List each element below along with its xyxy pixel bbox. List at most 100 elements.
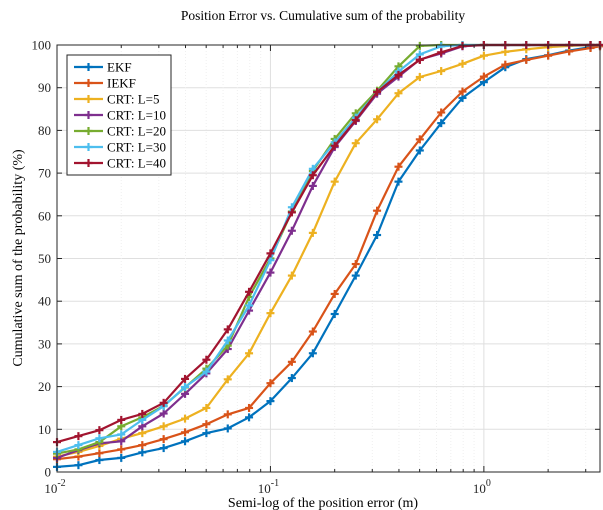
x-tick-exponent: -2 xyxy=(57,478,65,489)
y-tick-label: 20 xyxy=(38,379,51,394)
data-point xyxy=(181,414,190,423)
data-point xyxy=(84,143,93,151)
data-point xyxy=(330,141,339,150)
data-point xyxy=(415,73,424,82)
data-point xyxy=(181,383,190,392)
data-point xyxy=(202,420,211,429)
data-point xyxy=(266,379,275,388)
legend-entry: CRT: L=30 xyxy=(74,140,166,155)
data-point xyxy=(394,89,403,98)
data-point xyxy=(202,429,211,438)
data-point xyxy=(373,231,382,240)
data-point xyxy=(308,228,317,237)
data-point xyxy=(330,177,339,186)
data-point xyxy=(458,41,467,50)
y-tick-label: 80 xyxy=(38,123,51,138)
data-point xyxy=(330,289,339,298)
data-point xyxy=(245,403,254,412)
data-point xyxy=(138,409,147,418)
x-axis-title: Semi-log of the position error (m) xyxy=(228,496,418,510)
data-point xyxy=(458,87,467,96)
data-point xyxy=(287,374,296,383)
legend-entry: CRT: L=10 xyxy=(74,108,166,123)
x-tick-base: 10 xyxy=(473,481,486,496)
y-tick-label: 90 xyxy=(38,80,51,95)
data-point xyxy=(95,434,104,443)
data-point xyxy=(84,159,93,167)
series-iekf xyxy=(53,42,603,464)
data-point xyxy=(266,268,275,277)
data-point xyxy=(117,437,126,446)
y-tick-label: 30 xyxy=(38,336,51,351)
data-point xyxy=(95,456,104,465)
data-point xyxy=(181,437,190,446)
data-point xyxy=(202,403,211,412)
data-point xyxy=(159,422,168,431)
data-point xyxy=(95,449,104,458)
data-point xyxy=(117,415,126,424)
data-point xyxy=(287,271,296,280)
legend-label: IEKF xyxy=(107,76,136,91)
y-tick-label: 0 xyxy=(45,465,52,480)
data-point xyxy=(501,47,510,56)
legend-label: CRT: L=40 xyxy=(107,156,166,171)
x-tick-exponent: 0 xyxy=(486,478,491,489)
data-point xyxy=(84,111,93,119)
data-point xyxy=(202,367,211,376)
data-point xyxy=(287,226,296,235)
data-point xyxy=(437,108,446,117)
data-point xyxy=(74,461,83,470)
data-point xyxy=(458,59,467,68)
legend-label: EKF xyxy=(107,60,132,75)
x-tick-base: 10 xyxy=(258,481,271,496)
data-point xyxy=(74,432,83,441)
data-point xyxy=(437,67,446,76)
y-axis-title: Cumulative sum of the probability (%) xyxy=(11,149,26,367)
x-tick-label: 100 xyxy=(473,478,491,496)
data-point xyxy=(95,426,104,435)
data-point xyxy=(437,48,446,57)
data-point xyxy=(223,410,232,419)
data-point xyxy=(223,325,232,334)
x-tick-label: 10-1 xyxy=(258,478,279,496)
legend-entry: CRT: L=40 xyxy=(74,156,166,171)
data-point xyxy=(330,310,339,319)
data-point xyxy=(287,357,296,366)
data-point xyxy=(501,60,510,69)
data-point xyxy=(544,51,553,60)
legend-entry: CRT: L=20 xyxy=(74,124,166,139)
data-point xyxy=(84,95,93,103)
data-point xyxy=(117,430,126,439)
data-point xyxy=(415,146,424,155)
data-point xyxy=(223,336,232,345)
y-tick-label: 60 xyxy=(38,208,51,223)
chart-title: Position Error vs. Cumulative sum of the… xyxy=(181,8,465,23)
y-tick-label: 40 xyxy=(38,294,51,309)
data-point xyxy=(223,375,232,384)
data-point xyxy=(479,72,488,81)
data-point xyxy=(479,51,488,60)
data-point xyxy=(351,260,360,269)
legend-entry: IEKF xyxy=(74,76,136,91)
data-point xyxy=(308,349,317,358)
data-point xyxy=(266,249,275,258)
legend-entry: EKF xyxy=(74,60,132,75)
y-tick-label: 50 xyxy=(38,251,51,266)
data-point xyxy=(138,441,147,450)
data-point xyxy=(308,171,317,180)
data-point xyxy=(308,327,317,336)
legend-entry: CRT: L=5 xyxy=(74,92,160,107)
data-point xyxy=(84,63,93,71)
data-point xyxy=(159,435,168,444)
legend-label: CRT: L=30 xyxy=(107,140,166,155)
data-point xyxy=(351,271,360,280)
data-point xyxy=(373,115,382,124)
y-tick-label: 10 xyxy=(38,422,51,437)
data-point xyxy=(138,448,147,457)
data-point xyxy=(266,309,275,318)
data-point xyxy=(245,301,254,310)
legend-label: CRT: L=5 xyxy=(107,92,160,107)
